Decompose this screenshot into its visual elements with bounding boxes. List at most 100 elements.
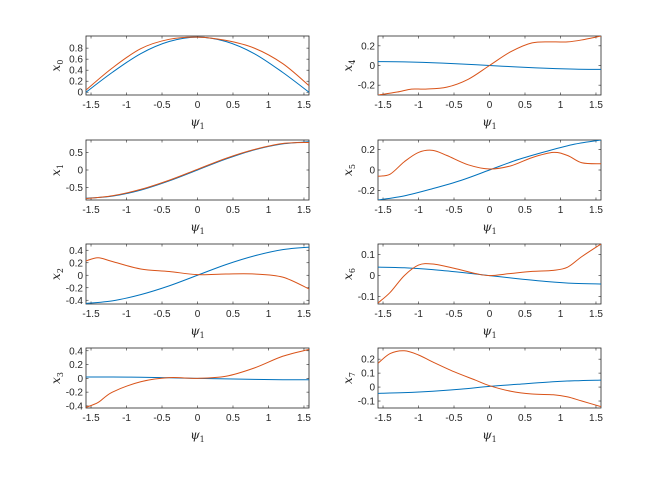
y-tick-label: 0.1 bbox=[361, 250, 375, 261]
x-tick-label: 0 bbox=[195, 100, 201, 111]
x-axis-label: ψ1 bbox=[190, 428, 205, 444]
y-tick-label: 0.4 bbox=[69, 346, 83, 357]
x-tick-label: 1.5 bbox=[297, 205, 311, 216]
x-tick-label: 1 bbox=[266, 413, 272, 424]
x-tick-label: -1.5 bbox=[82, 413, 100, 424]
y-tick-label: 0 bbox=[77, 166, 83, 177]
x-tick-label: 0.5 bbox=[226, 413, 240, 424]
x-tick-label: -1 bbox=[414, 100, 423, 111]
y-tick-label: 0 bbox=[369, 166, 375, 177]
x-axis-label: ψ1 bbox=[482, 324, 497, 340]
y-axis-label: x6 bbox=[341, 268, 357, 280]
x-tick-label: -1 bbox=[414, 309, 423, 320]
x-tick-label: 0.5 bbox=[518, 309, 532, 320]
x-tick-label: 0.5 bbox=[518, 413, 532, 424]
series-line-orange bbox=[378, 244, 601, 304]
x-tick-label: 1.5 bbox=[589, 413, 603, 424]
x-tick-label: -0.5 bbox=[445, 205, 463, 216]
x-tick-label: -1.5 bbox=[82, 205, 100, 216]
x-tick-label: 1.5 bbox=[589, 100, 603, 111]
x-axis-label: ψ1 bbox=[482, 428, 497, 444]
x-tick-label: 1 bbox=[266, 309, 272, 320]
x-tick-label: -0.5 bbox=[153, 205, 171, 216]
x-tick-label: 0 bbox=[195, 205, 201, 216]
x-tick-label: -1 bbox=[414, 413, 423, 424]
x-tick-label: 1 bbox=[558, 309, 564, 320]
y-tick-label: 0 bbox=[77, 374, 83, 385]
y-axis-label: x3 bbox=[49, 372, 65, 384]
y-tick-label: -0.1 bbox=[358, 292, 376, 303]
y-tick-label: 0.2 bbox=[69, 360, 83, 371]
y-tick-label: -0.2 bbox=[358, 81, 376, 92]
y-tick-label: 0 bbox=[369, 61, 375, 72]
series-line-blue bbox=[378, 140, 601, 200]
y-tick-label: -0.5 bbox=[66, 183, 84, 194]
series-line-orange bbox=[86, 257, 309, 290]
series-line-orange bbox=[86, 36, 309, 91]
y-tick-label: 0.2 bbox=[361, 41, 375, 52]
x-tick-label: -1.5 bbox=[82, 100, 100, 111]
y-tick-label: -0.4 bbox=[66, 296, 84, 307]
subplot-x5: -1.5 -1 -0.5 0 0.5 1 1.5 -0.2 0 0.2 ψ1 x5 bbox=[341, 139, 603, 236]
x-tick-label: -1 bbox=[122, 205, 131, 216]
y-axis-label: x2 bbox=[49, 268, 65, 280]
y-tick-label: 0.2 bbox=[69, 258, 83, 269]
x-tick-label: 1 bbox=[266, 100, 272, 111]
y-tick-label: 0.2 bbox=[361, 145, 375, 156]
y-tick-label: 0.5 bbox=[69, 148, 83, 159]
series-line-blue bbox=[378, 379, 601, 394]
x-axis-label: ψ1 bbox=[190, 324, 205, 340]
x-tick-label: 0.5 bbox=[226, 100, 240, 111]
y-tick-label: -0.1 bbox=[358, 397, 376, 408]
y-axis-label: x7 bbox=[341, 372, 357, 384]
y-tick-label: -0.2 bbox=[66, 283, 84, 294]
x-tick-label: 0.5 bbox=[518, 205, 532, 216]
series-line-orange bbox=[378, 149, 601, 177]
x-tick-label: 0 bbox=[195, 413, 201, 424]
x-tick-label: -0.5 bbox=[153, 413, 171, 424]
x-tick-label: -1 bbox=[122, 100, 131, 111]
x-tick-label: -1 bbox=[122, 413, 131, 424]
x-tick-label: 0.5 bbox=[518, 100, 532, 111]
y-tick-label: -0.2 bbox=[358, 186, 376, 197]
x-tick-label: -1.5 bbox=[374, 100, 392, 111]
y-tick-label: -0.2 bbox=[66, 388, 84, 399]
y-tick-label: 0 bbox=[77, 88, 83, 99]
subplot-x3: -1.5 -1 -0.5 0 0.5 1 1.5 -0.4 -0.2 0 0.2 0.4 ψ1 x3 bbox=[49, 346, 311, 444]
x-tick-label: 1 bbox=[558, 205, 564, 216]
plot-area bbox=[377, 243, 602, 305]
y-tick-label: 0 bbox=[369, 271, 375, 282]
x-tick-label: -1.5 bbox=[374, 309, 392, 320]
x-tick-label: 0 bbox=[195, 309, 201, 320]
x-tick-label: 0 bbox=[487, 413, 493, 424]
series-line-blue bbox=[86, 246, 309, 304]
x-tick-label: 1 bbox=[558, 100, 564, 111]
x-tick-label: -0.5 bbox=[153, 100, 171, 111]
x-tick-label: 1.5 bbox=[589, 205, 603, 216]
subplot-x7: -1.5 -1 -0.5 0 0.5 1 1.5 -0.1 0 0.1 0.2 ψ1 x7 bbox=[341, 347, 603, 444]
y-tick-label: 0 bbox=[77, 271, 83, 282]
x-tick-label: 0.5 bbox=[226, 205, 240, 216]
y-tick-label: 0.2 bbox=[69, 77, 83, 88]
y-axis-label: x4 bbox=[341, 60, 357, 72]
series-line-orange bbox=[86, 141, 309, 200]
plot-area bbox=[85, 243, 310, 305]
subplot-x1: -1.5 -1 -0.5 0 0.5 1 1.5 -0.5 0 0.5 ψ1 x1 bbox=[49, 139, 311, 236]
y-tick-label: 0.1 bbox=[361, 369, 375, 380]
subplot-x4: -1.5 -1 -0.5 0 0.5 1 1.5 -0.2 0 0.2 ψ1 x4 bbox=[341, 35, 603, 131]
x-tick-label: 1 bbox=[558, 413, 564, 424]
series-line-orange bbox=[378, 36, 601, 95]
subplot-x6: -1.5 -1 -0.5 0 0.5 1 1.5 -0.1 0 0.1 ψ1 x6 bbox=[341, 243, 603, 340]
y-tick-label: 0.4 bbox=[69, 246, 83, 257]
x-tick-label: 1.5 bbox=[297, 413, 311, 424]
x-tick-label: -1.5 bbox=[374, 205, 392, 216]
series-line-orange bbox=[378, 350, 601, 408]
x-tick-label: -0.5 bbox=[153, 309, 171, 320]
x-axis-label: ψ1 bbox=[482, 220, 497, 236]
y-axis-label: x0 bbox=[49, 60, 65, 72]
x-axis-label: ψ1 bbox=[482, 115, 497, 131]
x-tick-label: 1.5 bbox=[589, 309, 603, 320]
